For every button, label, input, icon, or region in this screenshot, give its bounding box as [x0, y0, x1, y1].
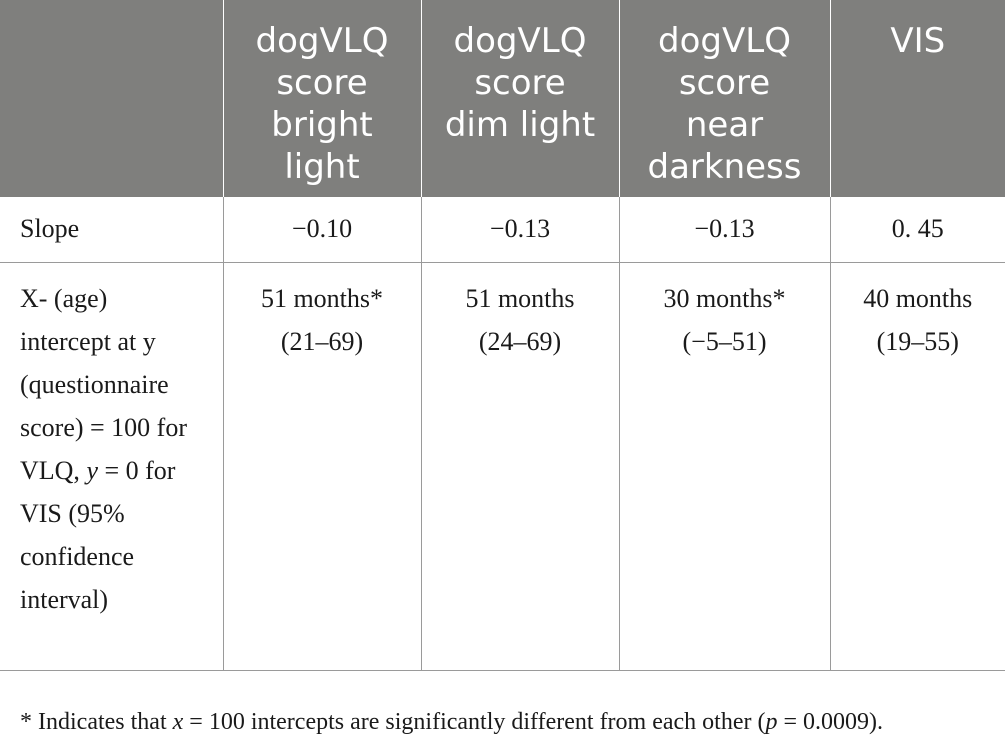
header-bright-light: dogVLQ score bright light [222, 0, 421, 197]
header-near-darkness: dogVLQ score near darkness [618, 0, 830, 197]
cell-intercept-bright: 51 months* (21–69) [222, 262, 421, 671]
cell-slope-vis: 0. 45 [829, 197, 1005, 263]
table-row-intercept: X- (age) intercept at y (questionnaire s… [0, 262, 1005, 671]
cell-slope-dark: −0.13 [618, 197, 830, 263]
cell-slope-dim: −0.13 [420, 197, 619, 263]
table-row-slope: Slope −0.10 −0.13 −0.13 0. 45 [0, 197, 1005, 263]
header-vis: VIS [829, 0, 1005, 197]
header-row: dogVLQ score bright light dogVLQ score d… [0, 0, 1005, 197]
row-label-intercept: X- (age) intercept at y (questionnaire s… [0, 262, 223, 671]
header-empty-cell [0, 0, 223, 197]
cell-intercept-dark: 30 months* (−5–51) [618, 262, 830, 671]
header-dim-light: dogVLQ score dim light [420, 0, 619, 197]
cell-slope-bright: −0.10 [222, 197, 421, 263]
results-table: dogVLQ score bright light dogVLQ score d… [0, 0, 1005, 671]
row-label-slope: Slope [0, 197, 223, 263]
table-footnote: * Indicates that x = 100 intercepts are … [20, 709, 884, 735]
cell-intercept-dim: 51 months (24–69) [420, 262, 619, 671]
cell-intercept-vis: 40 months (19–55) [829, 262, 1005, 671]
